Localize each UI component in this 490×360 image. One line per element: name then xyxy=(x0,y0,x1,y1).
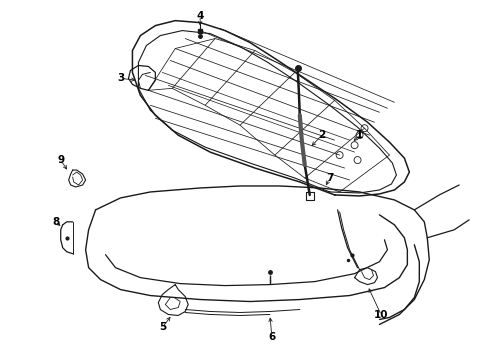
Text: 8: 8 xyxy=(52,217,59,227)
Text: 5: 5 xyxy=(159,323,166,332)
Text: 6: 6 xyxy=(268,332,275,342)
Text: 4: 4 xyxy=(196,11,204,21)
Text: 7: 7 xyxy=(326,173,333,183)
Text: 1: 1 xyxy=(356,130,363,140)
Text: 2: 2 xyxy=(318,130,325,140)
Text: 10: 10 xyxy=(374,310,389,320)
Text: 3: 3 xyxy=(117,73,124,84)
Text: 9: 9 xyxy=(57,155,64,165)
